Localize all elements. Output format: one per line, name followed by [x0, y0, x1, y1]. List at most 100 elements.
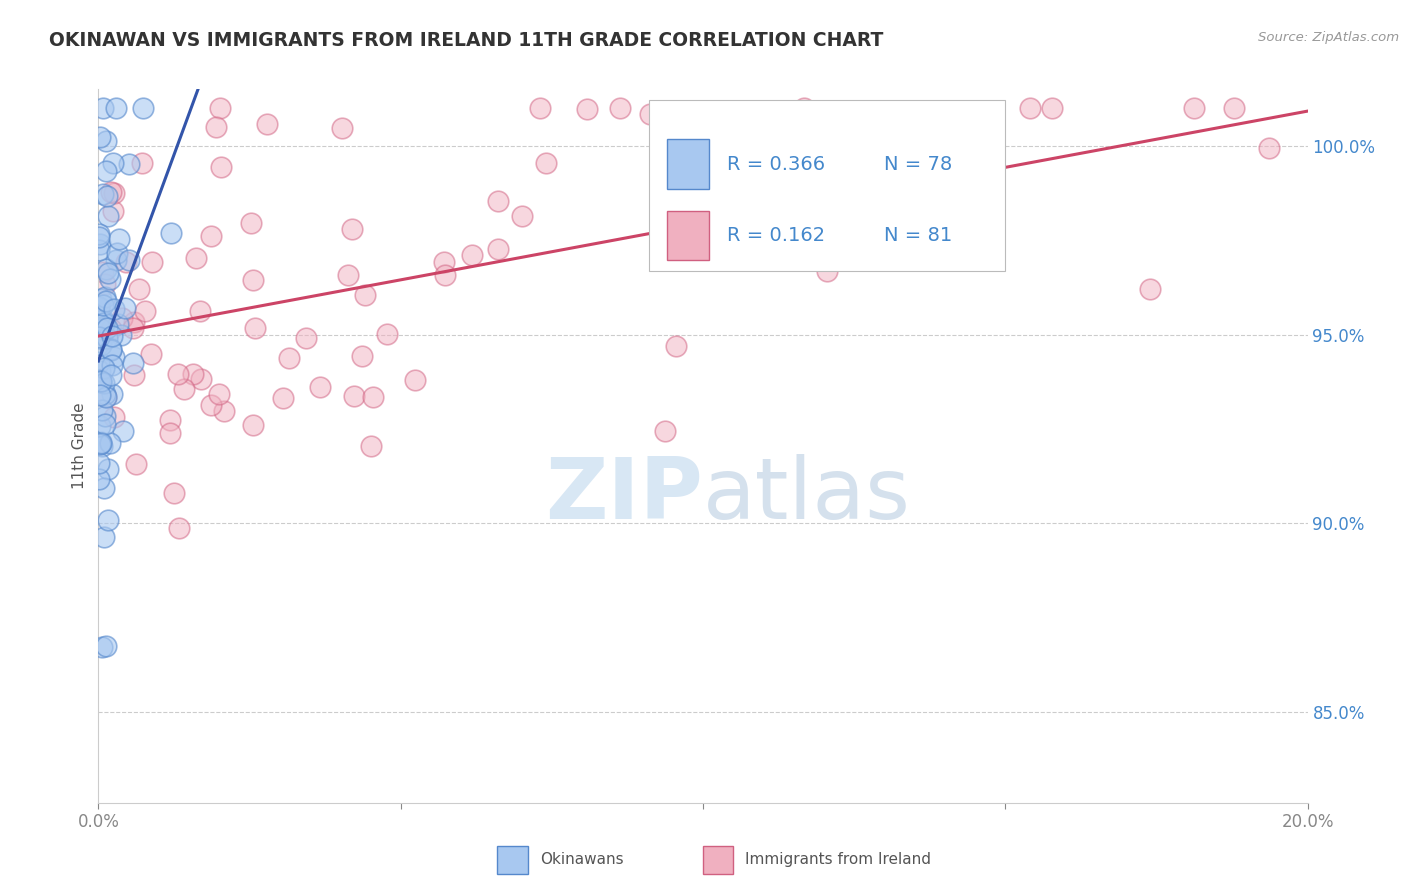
Point: [91, 402, 114, 417]
Point: [90, 640, 112, 654]
Point: [100, 185, 122, 199]
Point: [124, 315, 146, 329]
Point: [114, 301, 136, 315]
Point: [609, 101, 631, 115]
Point: [96, 321, 118, 335]
Point: [101, 359, 124, 373]
Point: [1222, 101, 1244, 115]
Point: [214, 404, 236, 418]
Point: [94, 290, 117, 304]
Point: [486, 242, 509, 256]
Point: [90, 375, 112, 389]
Point: [256, 117, 278, 131]
Point: [208, 101, 231, 115]
Point: [89, 418, 111, 433]
Point: [200, 228, 222, 243]
Point: [1258, 141, 1281, 155]
Point: [160, 226, 183, 240]
Point: [1182, 101, 1205, 115]
Point: [131, 156, 153, 170]
Point: [89, 388, 111, 402]
Point: [117, 157, 139, 171]
Point: [100, 368, 122, 382]
Point: [98, 435, 121, 450]
Point: [124, 368, 146, 382]
Point: [103, 350, 125, 364]
Point: [91, 298, 114, 312]
Point: [108, 232, 131, 246]
Point: [97, 461, 120, 475]
Point: [534, 156, 557, 170]
Point: [163, 486, 186, 500]
Point: [1139, 282, 1161, 296]
Point: [159, 413, 181, 427]
Point: [90, 436, 112, 450]
Bar: [666, 211, 709, 260]
Point: [87, 329, 110, 343]
Point: [111, 424, 134, 438]
Point: [336, 268, 359, 282]
Point: [93, 316, 115, 330]
Point: [167, 520, 190, 534]
Point: [242, 272, 264, 286]
Point: [575, 102, 598, 116]
Point: [655, 120, 678, 135]
Point: [884, 243, 907, 257]
Point: [90, 322, 112, 336]
Point: [529, 101, 551, 115]
Text: ZIP: ZIP: [546, 454, 703, 538]
Text: Source: ZipAtlas.com: Source: ZipAtlas.com: [1258, 31, 1399, 45]
Point: [343, 389, 366, 403]
Point: [87, 300, 110, 314]
Point: [115, 255, 138, 269]
Point: [103, 301, 125, 316]
Point: [118, 252, 141, 267]
Point: [128, 282, 150, 296]
Point: [93, 386, 115, 401]
Point: [94, 294, 117, 309]
Point: [94, 261, 117, 276]
Point: [111, 310, 134, 325]
Point: [121, 321, 143, 335]
Text: N = 81: N = 81: [884, 226, 953, 245]
Point: [181, 368, 204, 382]
Point: [190, 371, 212, 385]
Point: [93, 409, 115, 423]
Point: [461, 248, 484, 262]
Point: [89, 437, 111, 451]
Bar: [666, 139, 709, 189]
Point: [665, 339, 688, 353]
Text: R = 0.162: R = 0.162: [727, 226, 825, 245]
Point: [103, 186, 125, 200]
Point: [434, 268, 457, 282]
Point: [89, 129, 111, 144]
Text: OKINAWAN VS IMMIGRANTS FROM IRELAND 11TH GRADE CORRELATION CHART: OKINAWAN VS IMMIGRANTS FROM IRELAND 11TH…: [49, 31, 883, 50]
Point: [90, 374, 112, 388]
Point: [100, 343, 122, 357]
Text: Immigrants from Ireland: Immigrants from Ireland: [745, 853, 931, 867]
Point: [353, 288, 375, 302]
Point: [404, 373, 426, 387]
Point: [93, 376, 115, 390]
Point: [673, 233, 696, 247]
Text: N = 78: N = 78: [884, 154, 953, 174]
Point: [110, 327, 132, 342]
Point: [87, 227, 110, 241]
FancyBboxPatch shape: [648, 100, 1005, 271]
Point: [295, 331, 318, 345]
Point: [100, 343, 122, 357]
Point: [91, 439, 114, 453]
Point: [89, 373, 111, 387]
Point: [91, 265, 114, 279]
Point: [104, 252, 127, 267]
Point: [100, 322, 122, 336]
Point: [205, 120, 228, 134]
Point: [243, 321, 266, 335]
Point: [90, 338, 112, 352]
Point: [89, 243, 111, 257]
Point: [91, 312, 114, 326]
Point: [105, 245, 128, 260]
Point: [89, 237, 111, 252]
Point: [90, 293, 112, 307]
Point: [186, 251, 208, 265]
